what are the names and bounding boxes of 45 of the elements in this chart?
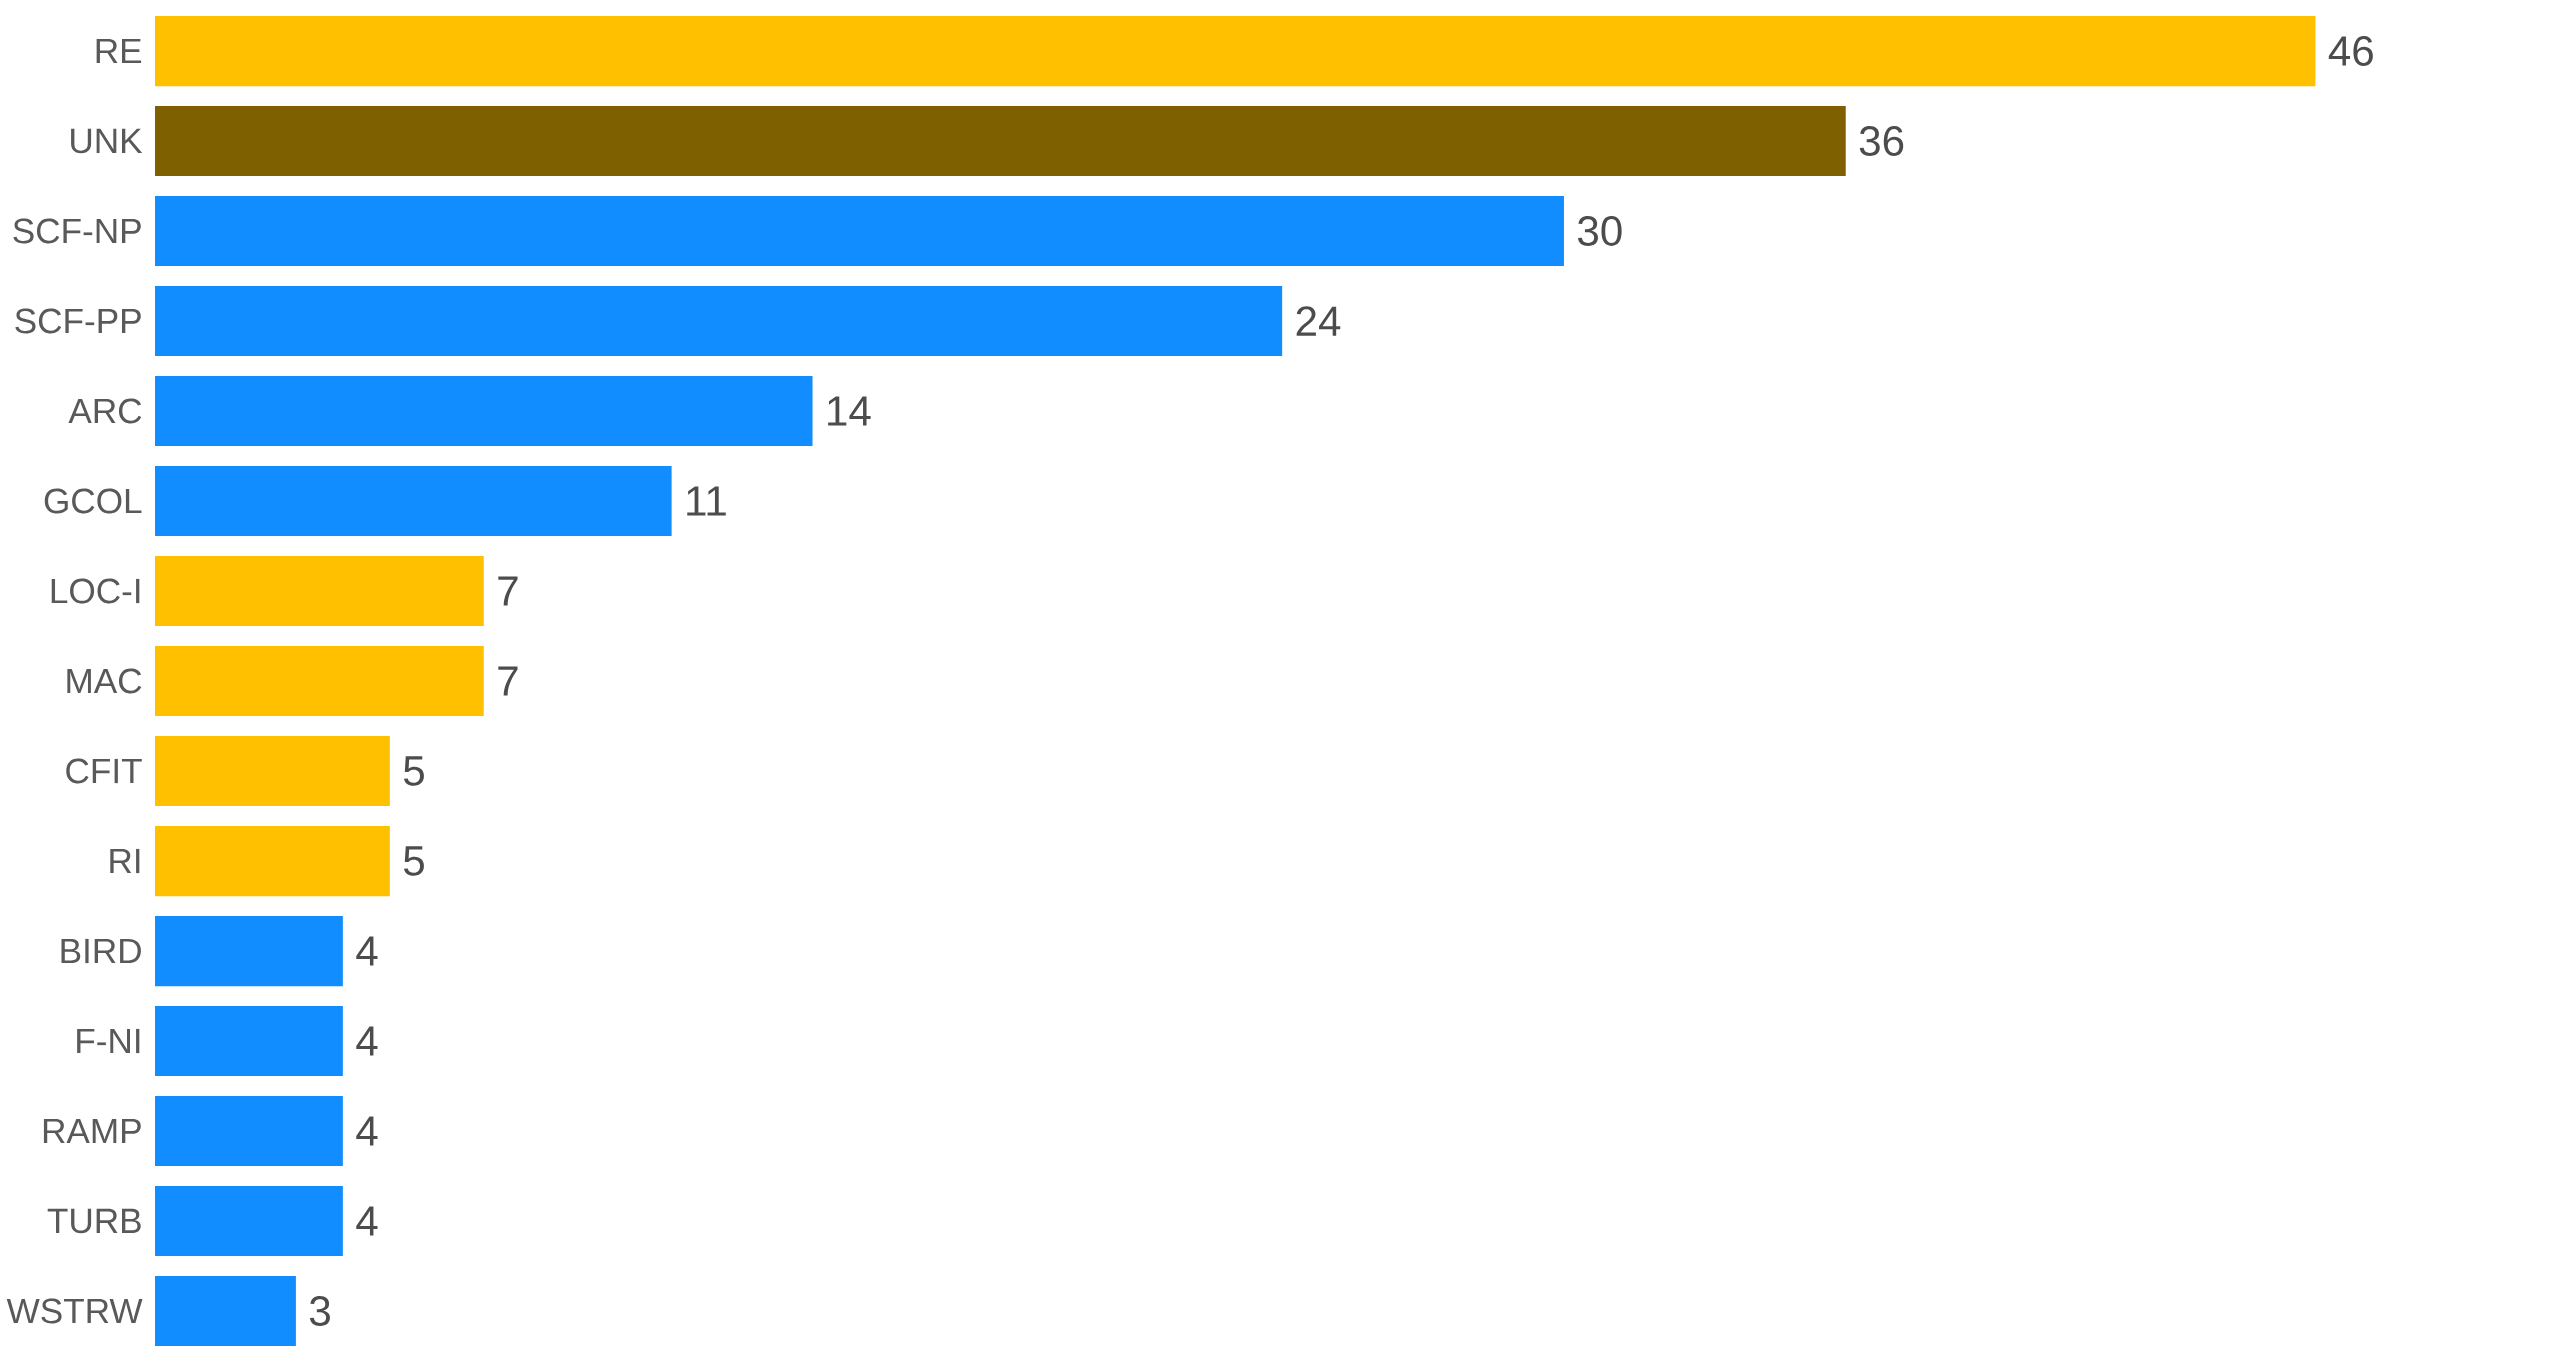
y-tick-label: WSTRW bbox=[6, 1298, 143, 1324]
bar bbox=[155, 645, 484, 717]
bar bbox=[155, 825, 390, 897]
data-label: 5 bbox=[403, 846, 424, 876]
data-label: 7 bbox=[498, 666, 518, 696]
y-tick-label: RE bbox=[96, 38, 142, 64]
y-tick-label: F-NI bbox=[77, 1028, 140, 1054]
data-label: 7 bbox=[498, 576, 518, 606]
bar bbox=[155, 555, 484, 627]
bar bbox=[155, 1275, 296, 1347]
y-tick-label: SCF-PP bbox=[15, 308, 141, 334]
data-label: 4 bbox=[356, 1116, 378, 1146]
y-tick-label: CFIT bbox=[66, 758, 142, 784]
y-tick-label: BIRD bbox=[61, 938, 141, 964]
y-tick-label: RI bbox=[110, 848, 140, 874]
data-label: 3 bbox=[309, 1296, 330, 1326]
y-tick-label: MAC bbox=[67, 668, 142, 694]
bar bbox=[155, 195, 1564, 267]
bar bbox=[155, 1005, 343, 1077]
y-tick-label: UNK bbox=[71, 128, 143, 154]
data-label: 11 bbox=[687, 486, 726, 516]
data-label: 4 bbox=[356, 1206, 378, 1236]
bar bbox=[155, 15, 2316, 87]
bar bbox=[155, 1095, 343, 1167]
y-tick-label: LOC-I bbox=[51, 578, 140, 604]
y-tick-label: GCOL bbox=[44, 488, 142, 514]
bar bbox=[155, 375, 813, 447]
data-label: 46 bbox=[2328, 36, 2373, 66]
bar bbox=[155, 105, 1846, 177]
bar bbox=[155, 1185, 343, 1257]
bar bbox=[155, 285, 1283, 357]
data-label: 4 bbox=[356, 936, 378, 966]
y-tick-label: ARC bbox=[68, 398, 142, 424]
bar bbox=[155, 915, 343, 987]
y-tick-label: TURB bbox=[47, 1208, 141, 1234]
bar bbox=[155, 735, 390, 807]
y-tick-label: RAMP bbox=[43, 1118, 141, 1144]
data-label: 30 bbox=[1577, 216, 1622, 246]
data-label: 24 bbox=[1296, 306, 1341, 336]
data-label: 14 bbox=[828, 396, 871, 426]
y-tick-label: SCF-NP bbox=[13, 218, 141, 244]
data-label: 5 bbox=[403, 756, 424, 786]
bar bbox=[155, 465, 672, 537]
data-label: 4 bbox=[356, 1026, 378, 1056]
data-label: 36 bbox=[1859, 126, 1904, 156]
